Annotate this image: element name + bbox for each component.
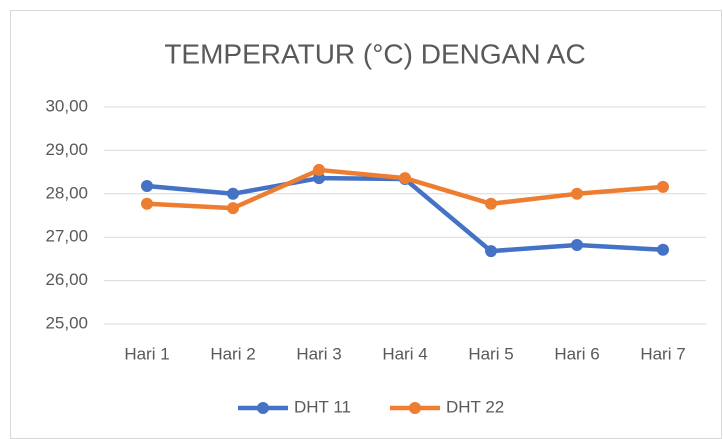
legend-marker: [409, 402, 421, 414]
data-point: [571, 239, 583, 252]
legend-label: DHT 22: [446, 397, 504, 416]
y-tick-label: 29,00: [45, 140, 88, 159]
data-point: [227, 202, 239, 215]
y-tick-label: 27,00: [45, 227, 88, 246]
x-tick-label: Hari 4: [382, 344, 427, 363]
x-tick-label: Hari 1: [124, 344, 169, 363]
data-point: [485, 197, 497, 210]
x-tick-label: Hari 3: [296, 344, 341, 363]
x-tick-label: Hari 6: [554, 344, 599, 363]
y-tick-label: 28,00: [45, 183, 88, 202]
x-tick-label: Hari 5: [468, 344, 513, 363]
data-point: [141, 197, 153, 210]
y-tick-label: 26,00: [45, 270, 88, 289]
data-point: [313, 172, 325, 185]
data-point: [657, 243, 669, 256]
x-tick-label: Hari 7: [640, 344, 685, 363]
data-point: [485, 245, 497, 258]
data-point: [399, 172, 411, 185]
data-point: [313, 163, 325, 176]
data-point: [227, 187, 239, 200]
chart-border: [10, 10, 722, 439]
chart-title: TEMPERATUR (°C) DENGAN AC: [164, 38, 585, 69]
data-point: [657, 180, 669, 193]
y-tick-label: 30,00: [45, 96, 88, 115]
y-tick-label: 25,00: [45, 313, 88, 332]
legend-label: DHT 11: [294, 397, 351, 416]
data-point: [571, 187, 583, 200]
x-tick-label: Hari 2: [210, 344, 255, 363]
data-point: [141, 179, 153, 192]
legend-marker: [257, 402, 269, 414]
